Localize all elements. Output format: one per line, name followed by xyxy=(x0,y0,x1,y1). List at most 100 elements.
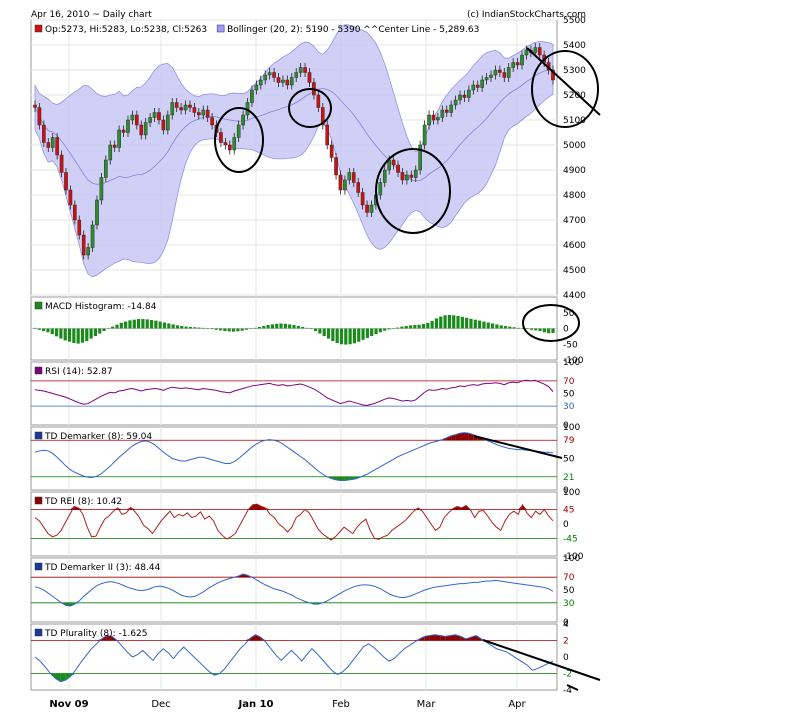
macd-bar xyxy=(266,325,270,329)
macd-bar xyxy=(413,325,417,329)
macd-bar xyxy=(288,324,292,329)
macd-bar xyxy=(231,328,236,332)
macd-bar xyxy=(193,327,197,329)
y-tick-label: 50 xyxy=(563,586,575,596)
candle-body xyxy=(174,102,179,108)
macd-bar xyxy=(521,328,525,329)
macd-bar xyxy=(54,328,59,337)
candle-body xyxy=(418,144,422,171)
oversold-area xyxy=(340,476,345,481)
candle-body xyxy=(126,119,130,133)
y-tick-label: 5300 xyxy=(563,66,586,76)
overbought-area xyxy=(255,634,261,641)
y-tick-label: 4700 xyxy=(563,216,586,226)
candle-body xyxy=(329,144,334,158)
candle-body xyxy=(135,114,139,126)
annotation-circle xyxy=(522,304,580,342)
macd-bar xyxy=(495,324,499,329)
y-tick-label: -100 xyxy=(563,552,584,562)
candle-body xyxy=(453,99,458,106)
candle-body xyxy=(183,104,188,111)
candle-body xyxy=(143,122,148,136)
candle-body xyxy=(338,174,343,191)
macd-bar xyxy=(478,320,482,329)
y-tick-label: 100 xyxy=(563,358,580,368)
candle-body xyxy=(436,117,440,121)
macd-bar xyxy=(171,324,175,329)
macd-bar xyxy=(370,328,374,337)
macd-bar xyxy=(378,328,382,333)
macd-bar xyxy=(98,328,102,334)
x-tick-label: Nov 09 xyxy=(49,699,88,710)
macd-bar xyxy=(361,328,365,340)
candle-body xyxy=(228,144,232,151)
overbought-area xyxy=(460,432,465,441)
candle-body xyxy=(55,137,59,156)
candle-body xyxy=(480,79,484,88)
candle-body xyxy=(440,109,445,118)
y-tick-label: 100 xyxy=(563,423,580,433)
overbought-area xyxy=(429,634,436,641)
macd-bar xyxy=(214,328,218,330)
macd-bar xyxy=(283,323,287,329)
y-tick-label: 0 xyxy=(563,653,569,663)
candle-body xyxy=(400,172,405,181)
candle-body xyxy=(59,154,64,173)
macd-bar xyxy=(184,326,188,329)
candle-body xyxy=(334,157,338,176)
annotation-circle xyxy=(288,88,332,128)
candle-body xyxy=(502,72,507,78)
macd-bar xyxy=(240,328,244,331)
candle-body xyxy=(188,104,192,108)
candle-body xyxy=(272,72,276,78)
legend-swatch xyxy=(34,431,43,440)
y-tick-label: 5100 xyxy=(563,116,586,126)
candle-body xyxy=(250,89,254,103)
panel-frame xyxy=(30,557,558,623)
bollinger-band xyxy=(34,24,554,278)
y-tick-label: 50 xyxy=(563,390,575,400)
macd-bar xyxy=(253,327,257,329)
candle-body xyxy=(68,189,73,206)
x-tick-label: Apr xyxy=(508,699,526,710)
oversold-area xyxy=(55,673,61,682)
candle-body xyxy=(431,114,436,121)
overbought-area xyxy=(522,504,527,510)
macd-bar xyxy=(149,319,154,329)
candle-body xyxy=(294,72,299,78)
candle-body xyxy=(117,129,121,148)
candle-body xyxy=(387,159,391,171)
candle-body xyxy=(201,109,206,116)
macd-bar xyxy=(326,328,331,339)
x-tick-label: Dec xyxy=(151,699,170,710)
macd-bar xyxy=(322,328,326,337)
candle-body xyxy=(316,94,321,108)
y-tick-label: -45 xyxy=(563,534,578,544)
indicator-line xyxy=(34,503,554,541)
macd-bar xyxy=(456,315,460,329)
macd-bar xyxy=(516,327,521,329)
overbought-area xyxy=(424,635,430,641)
y-tick-label: 70 xyxy=(563,377,575,387)
macd-bar xyxy=(387,328,391,330)
macd-bar xyxy=(249,328,253,329)
candle-body xyxy=(391,159,396,166)
macd-bar xyxy=(383,328,387,331)
x-tick-label: Jan 10 xyxy=(238,699,274,710)
legend-text: Op:5273, Hi:5283, Lo:5238, Cl:5263 xyxy=(45,25,207,35)
y-tick-label: -2 xyxy=(563,670,572,680)
legend-swatch xyxy=(34,301,43,310)
legend-text: MACD Histogram: -14.84 xyxy=(45,302,157,312)
macd-bar xyxy=(348,328,352,345)
macd-bar xyxy=(452,315,456,329)
y-tick-label: 0 xyxy=(563,486,569,496)
panel-5: 100 45 0 -45 -100 xyxy=(30,488,584,562)
chart-title: Apr 16, 2010 ~ Daily chart xyxy=(31,10,152,20)
annotation-circle xyxy=(375,148,451,234)
y-tick-label: 0 xyxy=(563,325,569,335)
macd-bar xyxy=(124,321,128,329)
x-tick-label: Mar xyxy=(417,699,437,710)
annotation-trend-line xyxy=(482,639,601,681)
legend-swatch xyxy=(34,366,43,375)
